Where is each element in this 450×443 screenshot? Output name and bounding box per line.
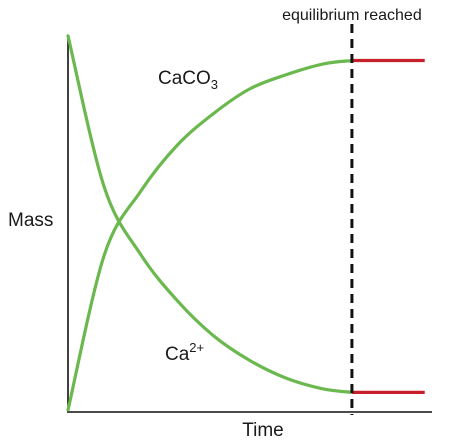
- series-label-ca2plus: Ca2+: [165, 340, 204, 365]
- series-label-caco3: CaCO3: [158, 68, 218, 92]
- y-axis-label: Mass: [8, 210, 53, 231]
- series-line-caco3: [66, 58, 354, 412]
- series-line-ca2plus: [66, 34, 354, 394]
- series-label-caco3-subscript: 3: [211, 77, 218, 92]
- axes: [67, 38, 432, 413]
- series-layer: [66, 34, 425, 412]
- x-axis-label: Time: [242, 420, 284, 441]
- equilibrium-label: equilibrium reached: [282, 7, 422, 24]
- series-label-caco3-main: CaCO: [158, 68, 211, 89]
- series-label-ca2plus-main: Ca: [165, 344, 190, 365]
- series-label-ca2plus-superscript: 2+: [189, 340, 204, 355]
